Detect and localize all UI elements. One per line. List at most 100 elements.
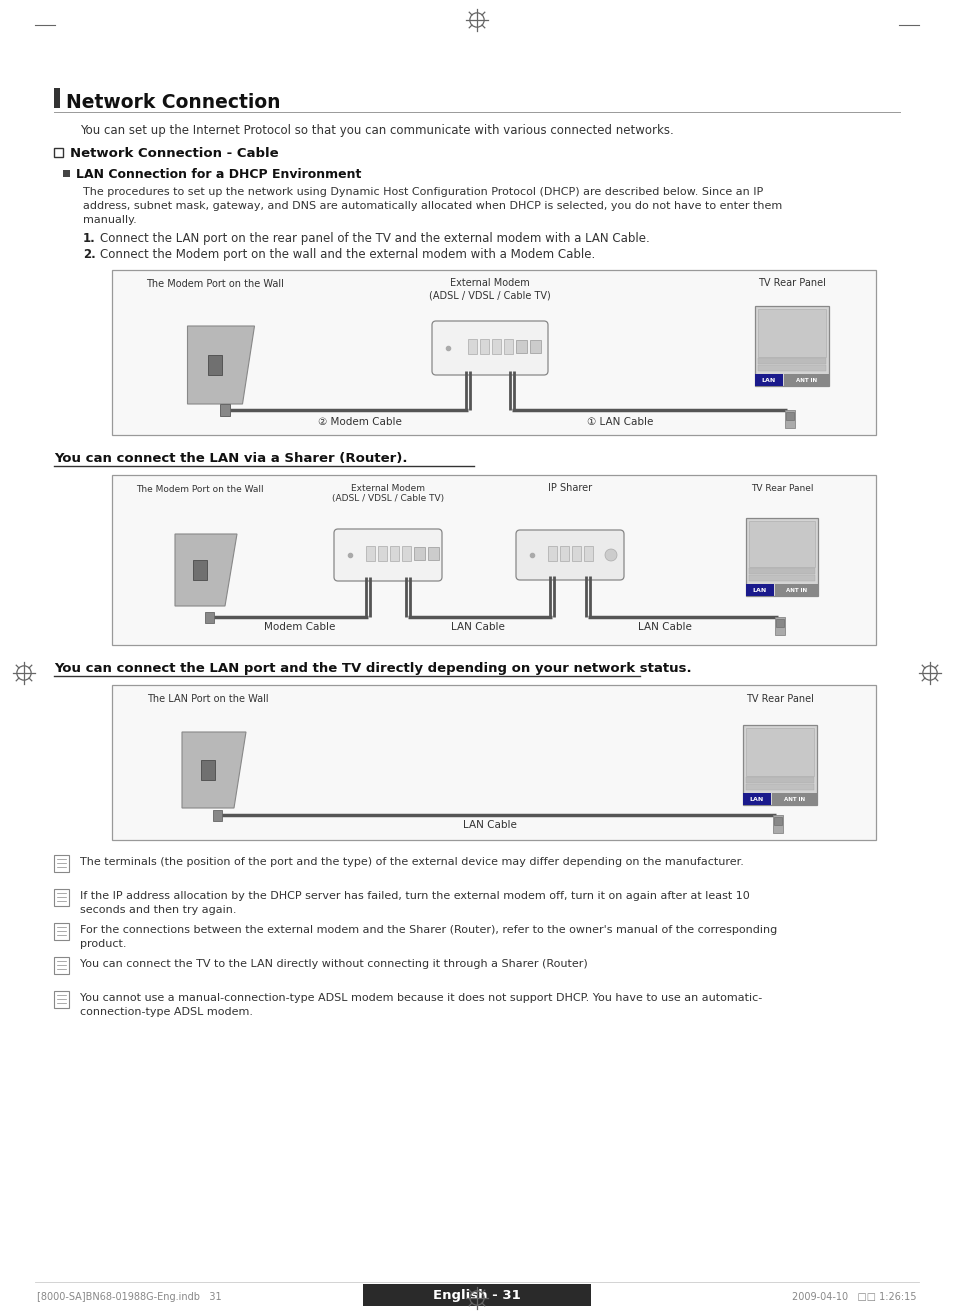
- Bar: [775, 619, 783, 627]
- Text: IP Sharer: IP Sharer: [547, 483, 592, 493]
- Text: You can set up the Internet Protocol so that you can communicate with various co: You can set up the Internet Protocol so …: [80, 124, 673, 137]
- Bar: [583, 546, 593, 562]
- Bar: [193, 560, 207, 580]
- Bar: [201, 760, 214, 780]
- Bar: [754, 306, 828, 387]
- Text: 2.: 2.: [83, 247, 95, 260]
- Text: The Modem Port on the Wall: The Modem Port on the Wall: [136, 484, 264, 493]
- Text: English - 31: English - 31: [433, 1289, 520, 1302]
- Bar: [366, 546, 375, 562]
- Bar: [54, 88, 60, 108]
- Text: ANT IN: ANT IN: [785, 588, 806, 593]
- Polygon shape: [174, 534, 236, 606]
- Text: External Modem: External Modem: [351, 484, 424, 493]
- Bar: [748, 568, 814, 575]
- Bar: [748, 575, 814, 581]
- Text: 1.: 1.: [83, 231, 95, 245]
- Bar: [572, 546, 580, 562]
- Bar: [785, 412, 793, 419]
- Text: (ADSL / VDSL / Cable TV): (ADSL / VDSL / Cable TV): [429, 291, 550, 300]
- Bar: [758, 358, 825, 364]
- Bar: [390, 546, 398, 562]
- Bar: [54, 923, 69, 940]
- Circle shape: [604, 548, 617, 562]
- Bar: [771, 793, 816, 805]
- Bar: [745, 584, 773, 596]
- Text: The LAN Port on the Wall: The LAN Port on the Wall: [147, 694, 269, 704]
- Bar: [754, 373, 782, 387]
- Bar: [530, 341, 540, 352]
- Text: (ADSL / VDSL / Cable TV): (ADSL / VDSL / Cable TV): [332, 493, 443, 502]
- Text: 2009-04-10   □□ 1:26:15: 2009-04-10 □□ 1:26:15: [792, 1293, 916, 1302]
- Text: ② Modem Cable: ② Modem Cable: [317, 417, 401, 427]
- Bar: [742, 725, 816, 805]
- Bar: [220, 404, 230, 416]
- Bar: [758, 366, 825, 371]
- Text: product.: product.: [80, 939, 127, 949]
- Bar: [748, 521, 814, 567]
- Polygon shape: [188, 326, 254, 404]
- Text: External Modem: External Modem: [450, 277, 529, 288]
- Text: TV Rear Panel: TV Rear Panel: [745, 694, 813, 704]
- Text: [8000-SA]BN68-01988G-Eng.indb   31: [8000-SA]BN68-01988G-Eng.indb 31: [37, 1293, 221, 1302]
- Bar: [401, 546, 411, 562]
- Bar: [414, 547, 424, 560]
- Text: ANT IN: ANT IN: [795, 377, 816, 383]
- Bar: [745, 518, 817, 596]
- Text: LAN Connection for a DHCP Environment: LAN Connection for a DHCP Environment: [76, 167, 361, 180]
- Text: You can connect the LAN via a Sharer (Router).: You can connect the LAN via a Sharer (Ro…: [54, 451, 407, 464]
- Text: If the IP address allocation by the DHCP server has failed, turn the external mo: If the IP address allocation by the DHCP…: [80, 892, 749, 901]
- Polygon shape: [182, 732, 246, 807]
- Bar: [773, 817, 781, 825]
- Bar: [745, 777, 813, 782]
- Bar: [559, 546, 568, 562]
- Text: You cannot use a manual-connection-type ADSL modem because it does not support D: You cannot use a manual-connection-type …: [80, 993, 761, 1003]
- Text: Connect the LAN port on the rear panel of the TV and the external modem with a L: Connect the LAN port on the rear panel o…: [100, 231, 649, 245]
- Text: LAN Cable: LAN Cable: [638, 622, 691, 633]
- Text: The Modem Port on the Wall: The Modem Port on the Wall: [146, 279, 284, 289]
- Bar: [205, 611, 213, 623]
- Text: You can connect the LAN port and the TV directly depending on your network statu: You can connect the LAN port and the TV …: [54, 661, 691, 675]
- Bar: [772, 815, 782, 832]
- Text: Network Connection: Network Connection: [66, 92, 280, 112]
- FancyBboxPatch shape: [516, 530, 623, 580]
- Text: The procedures to set up the network using Dynamic Host Configuration Protocol (: The procedures to set up the network usi…: [83, 187, 762, 197]
- Bar: [468, 339, 476, 354]
- Bar: [758, 309, 825, 356]
- Text: LAN Cable: LAN Cable: [462, 821, 517, 830]
- Bar: [503, 339, 513, 354]
- Text: connection-type ADSL modem.: connection-type ADSL modem.: [80, 1007, 253, 1016]
- Bar: [742, 793, 770, 805]
- Text: TV Rear Panel: TV Rear Panel: [758, 277, 825, 288]
- Bar: [547, 546, 557, 562]
- Text: Connect the Modem port on the wall and the external modem with a Modem Cable.: Connect the Modem port on the wall and t…: [100, 247, 595, 260]
- Bar: [363, 1283, 590, 1306]
- Text: LAN: LAN: [752, 588, 766, 593]
- Text: manually.: manually.: [83, 214, 136, 225]
- Bar: [112, 270, 875, 435]
- Bar: [479, 339, 489, 354]
- Bar: [54, 149, 63, 156]
- Bar: [377, 546, 387, 562]
- Bar: [54, 957, 69, 974]
- Text: seconds and then try again.: seconds and then try again.: [80, 905, 236, 915]
- Bar: [783, 373, 828, 387]
- Bar: [208, 355, 222, 375]
- Bar: [54, 889, 69, 906]
- Text: LAN: LAN: [749, 797, 763, 802]
- Bar: [63, 170, 70, 178]
- Bar: [213, 810, 222, 821]
- Bar: [774, 584, 817, 596]
- Text: TV Rear Panel: TV Rear Panel: [750, 484, 812, 493]
- Text: LAN: LAN: [761, 377, 776, 383]
- Text: Network Connection - Cable: Network Connection - Cable: [70, 146, 278, 159]
- Bar: [112, 475, 875, 644]
- Bar: [774, 617, 784, 635]
- Bar: [516, 341, 526, 352]
- Text: ANT IN: ANT IN: [783, 797, 804, 802]
- Text: ① LAN Cable: ① LAN Cable: [586, 417, 653, 427]
- Text: LAN Cable: LAN Cable: [451, 622, 504, 633]
- FancyBboxPatch shape: [432, 321, 547, 375]
- Text: The terminals (the position of the port and the type) of the external device may: The terminals (the position of the port …: [80, 857, 743, 867]
- Bar: [112, 685, 875, 840]
